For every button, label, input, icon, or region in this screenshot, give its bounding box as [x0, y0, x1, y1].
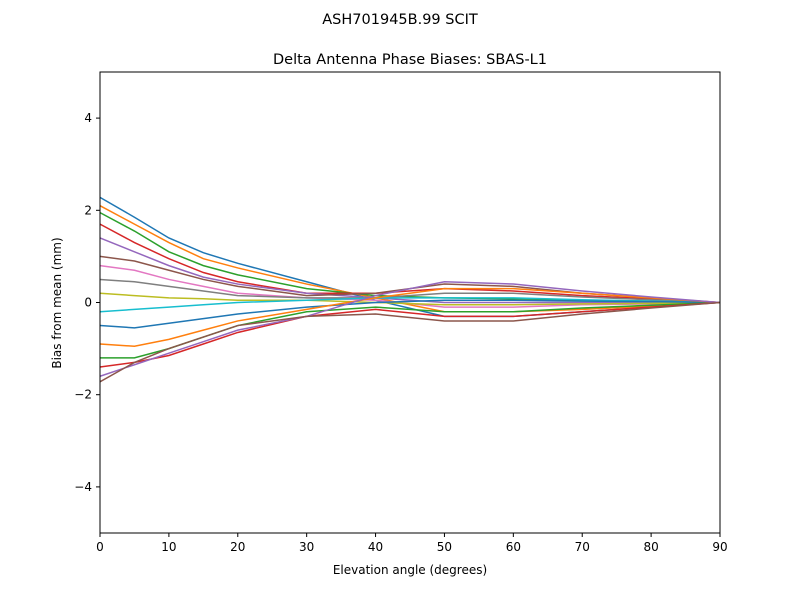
x-tick-label: 90: [712, 540, 727, 554]
x-tick-label: 30: [299, 540, 314, 554]
x-axis: 0 10 20 30 40 50 60 70 80 90: [96, 533, 728, 554]
y-tick-label: 2: [84, 203, 92, 217]
series-lines: [99, 196, 721, 383]
series-line-1: [99, 205, 721, 313]
series-line-13: [99, 301, 721, 368]
series-line-7: [99, 278, 721, 304]
x-tick-label: 40: [368, 540, 383, 554]
x-axis-label: Elevation angle (degrees): [333, 563, 487, 577]
series-line-10: [99, 299, 721, 329]
suptitle: ASH701945B.99 SCIT: [322, 12, 478, 28]
series-line-8: [99, 292, 721, 306]
y-axis-label: Bias from mean (mm): [50, 237, 64, 368]
series-line-9: [99, 297, 721, 313]
x-tick-label: 0: [96, 540, 104, 554]
series-line-3: [99, 223, 721, 304]
series-line-11: [99, 287, 721, 348]
y-tick-label: −2: [74, 388, 92, 402]
y-tick-label: 4: [84, 111, 92, 125]
x-tick-label: 60: [506, 540, 521, 554]
x-tick-label: 10: [161, 540, 176, 554]
series-line-14: [99, 281, 721, 377]
x-tick-label: 50: [437, 540, 452, 554]
series-line-4: [99, 237, 720, 304]
y-tick-label: −4: [74, 480, 92, 494]
x-tick-label: 70: [575, 540, 590, 554]
x-tick-label: 20: [230, 540, 245, 554]
y-tick-label: 0: [84, 296, 92, 310]
x-tick-label: 80: [643, 540, 658, 554]
y-axis: −4 −2 0 2 4: [74, 111, 100, 494]
series-line-15: [99, 301, 721, 383]
chart-title: Delta Antenna Phase Biases: SBAS-L1: [273, 52, 547, 68]
